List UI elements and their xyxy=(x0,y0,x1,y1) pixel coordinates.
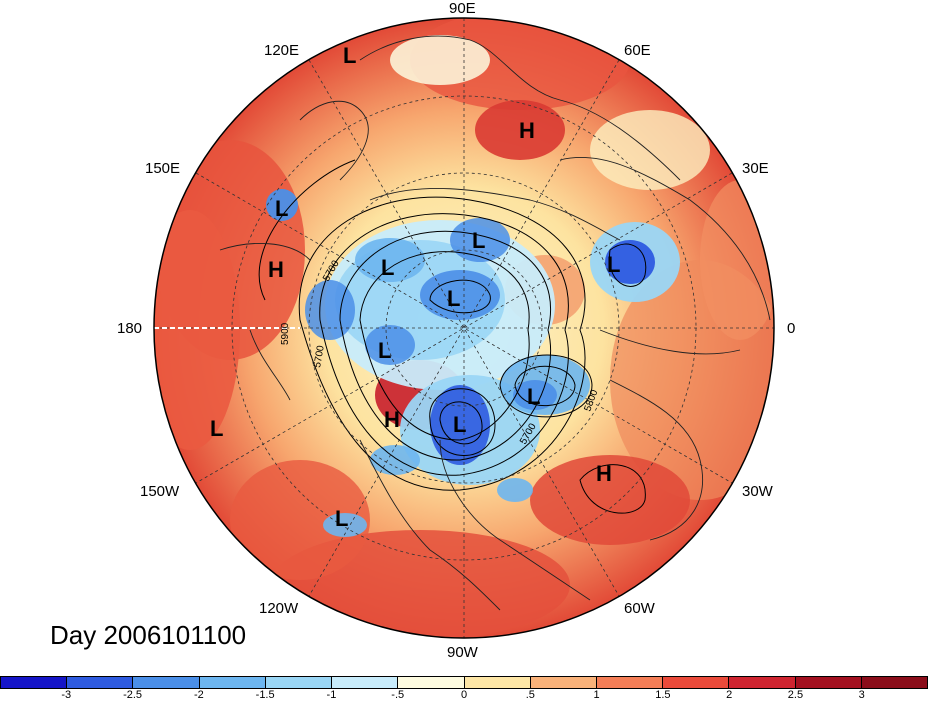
date-label: Day 2006101100 xyxy=(50,620,247,650)
lon-label-90w: 90W xyxy=(447,644,478,661)
colorbar-cell xyxy=(861,677,928,688)
colorbar-cell xyxy=(398,677,465,688)
anomaly-field xyxy=(154,18,774,638)
pressure-marker: L xyxy=(378,338,391,363)
colorbar-cell xyxy=(265,677,333,688)
colorbar-cell xyxy=(199,677,266,688)
map-border xyxy=(153,17,775,639)
pressure-marker: L xyxy=(527,384,540,409)
pressure-marker: H xyxy=(596,461,612,486)
colorbar-cell xyxy=(795,677,862,688)
colorbar-tick-label: -1.5 xyxy=(255,689,275,701)
colorbar-tick-label: 3 xyxy=(858,689,865,701)
colorbar-tick-label: 2.5 xyxy=(787,689,804,701)
lon-label-150e: 150E xyxy=(145,160,181,177)
contour-label: 5900 xyxy=(280,322,291,345)
lon-label-90e: 90E xyxy=(449,0,476,17)
lon-label-0: 0 xyxy=(787,320,796,337)
pressure-marker: L xyxy=(275,196,288,221)
pressure-marker: L xyxy=(335,506,348,531)
colorbar-tick-label: -2 xyxy=(193,689,204,701)
graticule xyxy=(154,18,774,638)
pressure-marker: L xyxy=(453,412,466,437)
colorbar-cell xyxy=(729,677,796,688)
colorbar xyxy=(0,676,928,689)
pressure-system-markers: L H L H L L L L L H L L L H L xyxy=(210,43,620,531)
pressure-marker: H xyxy=(519,118,535,143)
contour-label: 5700 xyxy=(312,344,327,368)
colorbar-tick-label: -.5 xyxy=(391,689,405,701)
pressure-marker: L xyxy=(381,255,394,280)
pressure-marker: L xyxy=(210,416,223,441)
coastlines xyxy=(219,35,771,611)
pressure-marker: L xyxy=(472,228,485,253)
colorbar-cell xyxy=(67,677,134,688)
colorbar-cell xyxy=(530,677,597,688)
pressure-marker: L xyxy=(607,252,620,277)
lon-label-120e: 120E xyxy=(264,42,300,59)
colorbar-cell xyxy=(596,677,664,688)
colorbar-tick-label: -2.5 xyxy=(123,689,143,701)
pressure-marker: L xyxy=(447,286,460,311)
colorbar-tick-label: -3 xyxy=(61,689,72,701)
lon-label-30e: 30E xyxy=(742,160,769,177)
colorbar-cell xyxy=(1,677,68,688)
lon-label-150w: 150W xyxy=(140,483,180,500)
lon-label-180: 180 xyxy=(117,320,143,337)
colorbar-cell xyxy=(332,677,399,688)
colorbar-cell xyxy=(133,677,200,688)
lon-label-60w: 60W xyxy=(624,600,655,617)
colorbar-tick-label: 1 xyxy=(593,689,600,701)
colorbar-tick-label: 2 xyxy=(726,689,733,701)
lon-label-120w: 120W xyxy=(259,600,299,617)
colorbar-tick-label: -1 xyxy=(326,689,337,701)
colorbar-tick-label: 1.5 xyxy=(655,689,671,701)
colorbar-tick-label: .5 xyxy=(525,689,535,701)
colorbar-tick-label: 0 xyxy=(460,689,468,701)
pressure-marker: H xyxy=(268,257,284,282)
pressure-marker: L xyxy=(343,43,356,68)
colorbar-cell xyxy=(464,677,531,688)
lon-label-30w: 30W xyxy=(742,483,773,500)
pressure-marker: H xyxy=(384,407,400,432)
lon-label-60e: 60E xyxy=(624,42,651,59)
colorbar-cell xyxy=(663,677,730,688)
height-contours xyxy=(258,159,647,514)
